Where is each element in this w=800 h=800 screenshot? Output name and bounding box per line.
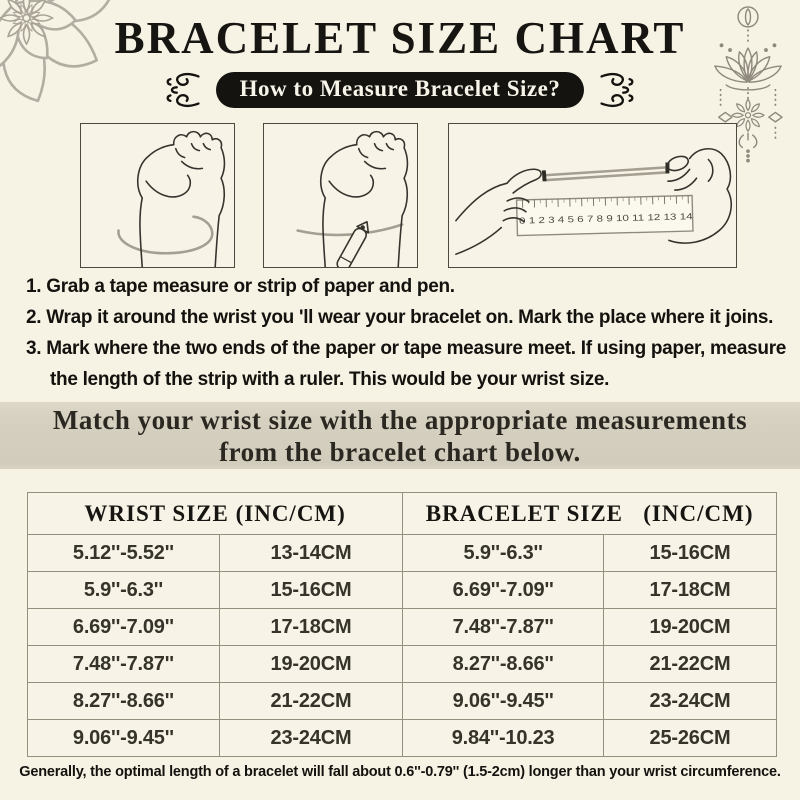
wrist-size-in-cell: 5.12''-5.52'' bbox=[27, 534, 220, 572]
banner-text: Match your wrist size with the appropria… bbox=[52, 404, 748, 467]
table-row: 5.9''-6.3'' 15-16CM 6.69''-7.09'' 17-18C… bbox=[27, 571, 778, 609]
bracelet-size-in-cell: 8.27''-8.66'' bbox=[402, 645, 604, 683]
bracelet-size-in-cell: 7.48''-7.87'' bbox=[402, 608, 604, 646]
illustration-tape-around-wrist bbox=[80, 123, 235, 268]
illustration-ruler-measuring: 0 1 2 3 4 5 6 7 8 9 10 11 12 13 14 bbox=[448, 123, 737, 268]
bracelet-size-header: BRACELET SIZE (INC/CM) bbox=[402, 492, 777, 535]
step-1: 1. Grab a tape measure or strip of paper… bbox=[26, 276, 455, 297]
bracelet-size-cm-cell: 21-22CM bbox=[602, 645, 778, 683]
bracelet-size-in-cell: 9.06''-9.45'' bbox=[402, 682, 604, 720]
bracelet-size-cm-cell: 23-24CM bbox=[602, 682, 778, 720]
subtitle-row: How to Measure Bracelet Size? bbox=[0, 68, 800, 112]
bracelet-size-cm-cell: 19-20CM bbox=[602, 608, 778, 646]
wrist-size-in-cell: 5.9''-6.3'' bbox=[27, 571, 220, 609]
bracelet-size-cm-cell: 17-18CM bbox=[602, 571, 778, 609]
wrist-size-cm-cell: 13-14CM bbox=[218, 534, 404, 572]
bracelet-size-cm-cell: 15-16CM bbox=[602, 534, 778, 572]
table-row: 7.48''-7.87'' 19-20CM 8.27''-8.66'' 21-2… bbox=[27, 645, 778, 683]
table-row: 5.12''-5.52'' 13-14CM 5.9''-6.3'' 15-16C… bbox=[27, 534, 778, 572]
wrist-size-header: WRIST SIZE (INC/CM) bbox=[26, 492, 404, 535]
wrist-size-in-cell: 7.48''-7.87'' bbox=[27, 645, 220, 683]
wrist-size-in-cell: 8.27''-8.66'' bbox=[27, 682, 220, 720]
wrist-size-cm-cell: 15-16CM bbox=[218, 571, 404, 609]
wrist-size-cm-cell: 21-22CM bbox=[218, 682, 404, 720]
ruler-numbers: 0 1 2 3 4 5 6 7 8 9 10 11 12 13 14 bbox=[519, 211, 693, 226]
bracelet-size-cm-cell: 25-26CM bbox=[602, 719, 778, 757]
match-size-banner: Match your wrist size with the appropria… bbox=[0, 402, 800, 469]
bracelet-size-in-cell: 6.69''-7.09'' bbox=[402, 571, 604, 609]
mandala-flower-icon bbox=[0, 0, 115, 103]
lotus-charm-icon bbox=[714, 6, 783, 163]
how-to-measure-pill: How to Measure Bracelet Size? bbox=[215, 72, 585, 108]
bracelet-size-in-cell: 9.84''-10.23 bbox=[402, 719, 604, 757]
wrist-size-cm-cell: 19-20CM bbox=[218, 645, 404, 683]
table-header-row: WRIST SIZE (INC/CM) BRACELET SIZE (INC/C… bbox=[26, 492, 777, 535]
footer-note: Generally, the optimal length of a brace… bbox=[19, 764, 781, 780]
measure-steps: 1. Grab a tape measure or strip of paper… bbox=[26, 271, 792, 395]
curly-flourish-left-icon bbox=[166, 73, 200, 107]
wrist-size-cm-cell: 23-24CM bbox=[218, 719, 404, 757]
wrist-size-cm-cell: 17-18CM bbox=[218, 608, 404, 646]
bracelet-size-in-cell: 5.9''-6.3'' bbox=[402, 534, 604, 572]
wrist-size-in-cell: 6.69''-7.09'' bbox=[27, 608, 220, 646]
step-2: 2. Wrap it around the wrist you 'll wear… bbox=[26, 307, 774, 328]
wrist-size-in-cell: 9.06''-9.45'' bbox=[27, 719, 220, 757]
table-row: 9.06''-9.45'' 23-24CM 9.84''-10.23 25-26… bbox=[27, 719, 778, 757]
illustration-pen-marking-wrist bbox=[263, 123, 418, 268]
curly-flourish-right-icon bbox=[600, 73, 634, 107]
page-title: BRACELET SIZE CHART bbox=[114, 13, 686, 63]
table-row: 6.69''-7.09'' 17-18CM 7.48''-7.87'' 19-2… bbox=[27, 608, 778, 646]
step-3: 3. Mark where the two ends of the paper … bbox=[26, 338, 787, 390]
size-chart-table: WRIST SIZE (INC/CM) BRACELET SIZE (INC/C… bbox=[26, 492, 778, 757]
table-row: 8.27''-8.66'' 21-22CM 9.06''-9.45'' 23-2… bbox=[27, 682, 778, 720]
